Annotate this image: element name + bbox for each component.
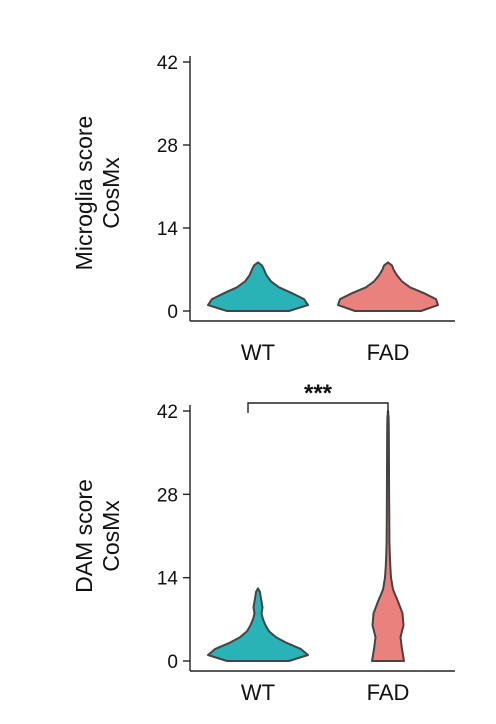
violin-wt [207,587,309,662]
y-tick-label: 0 [167,652,178,673]
y-tick-label: 14 [157,569,179,590]
y-axis-label: Microglia scoreCosMx [71,116,124,271]
violin-fad [337,261,439,312]
x-category-label: FAD [367,680,410,705]
violin-fad [371,410,405,662]
y-tick-label: 28 [157,136,178,157]
y-tick-label: 14 [157,219,179,240]
y-tick-label: 42 [157,53,178,74]
chart-panel-1: 0 14 28 42 Microglia scoreCosMx WT FAD [71,53,455,365]
chart-panel-2: 0 14 28 42 DAM scoreCosMx WT FAD *** [71,380,455,705]
x-category-label: WT [241,680,275,705]
y-tick-label: 0 [167,302,178,323]
violin-wt [207,261,309,312]
significance-bracket [247,402,389,413]
y-axis-label-line: DAM score [71,479,97,593]
y-axis-label-line: Microglia score [71,116,97,271]
x-category-label: FAD [367,340,410,365]
x-category-label: WT [241,340,275,365]
y-axis-label-line: CosMx [98,500,124,572]
y-tick-label: 28 [157,485,178,506]
y-axis-label: DAM scoreCosMx [71,479,124,593]
y-tick-label: 42 [157,402,178,423]
y-axis-label-line: CosMx [98,157,124,229]
significance-label: *** [304,380,333,407]
